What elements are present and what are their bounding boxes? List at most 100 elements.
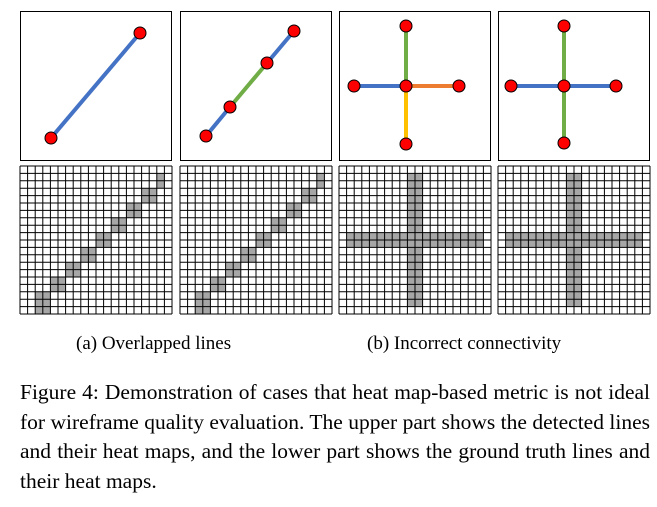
heatmap-cell bbox=[126, 203, 134, 211]
heatmap-cell bbox=[574, 254, 582, 263]
heatmap-cell bbox=[407, 210, 415, 218]
heatmap-cell bbox=[574, 269, 582, 277]
endpoint-marker bbox=[133, 26, 147, 40]
heatmap-cell bbox=[278, 225, 287, 233]
heatmap-cell bbox=[558, 240, 567, 248]
heatmap-cell bbox=[415, 188, 423, 196]
heatmap-cell bbox=[407, 269, 415, 277]
heatmap-cell bbox=[460, 240, 469, 248]
heatmap-cell bbox=[574, 203, 582, 211]
heatmap-cell bbox=[634, 240, 643, 248]
heatmap-cell bbox=[415, 240, 423, 248]
heatmap-cell bbox=[407, 203, 415, 211]
heatmap-cell bbox=[566, 217, 574, 226]
subcaption-b: (b) Incorrect connectivity bbox=[367, 333, 562, 354]
heatmap-cell bbox=[415, 173, 423, 181]
heatmap-cell bbox=[513, 240, 521, 248]
heatmap-cell bbox=[566, 173, 574, 181]
heatmap-cell bbox=[384, 232, 393, 240]
heatmap-cell bbox=[42, 299, 51, 307]
heatmap-cell bbox=[233, 269, 241, 277]
heatmap-cell bbox=[415, 262, 423, 270]
endpoint-marker bbox=[557, 79, 571, 93]
heatmap-cell bbox=[202, 291, 211, 300]
heatmap-cell bbox=[346, 240, 355, 248]
endpoint-marker bbox=[452, 79, 466, 93]
heatmap-cell bbox=[536, 232, 544, 240]
heatmap-cell bbox=[513, 232, 521, 240]
heatmap-cell bbox=[437, 232, 446, 240]
heatmap-cell bbox=[612, 232, 620, 240]
heatmap-cell bbox=[415, 247, 423, 255]
heatmap-cell bbox=[415, 254, 423, 263]
endpoint-marker bbox=[260, 56, 274, 70]
heatmap-cell bbox=[445, 240, 453, 248]
heatmap-cell bbox=[361, 232, 370, 240]
heatmap-cell bbox=[271, 225, 279, 233]
heatmap-cell bbox=[377, 232, 385, 240]
heatmap-cell bbox=[619, 240, 628, 248]
detected-line-green bbox=[228, 61, 269, 109]
heatmap-cell bbox=[574, 210, 582, 218]
heatmap-cell bbox=[415, 217, 423, 226]
heatmap-cell bbox=[407, 173, 415, 181]
heatmap-cell bbox=[134, 210, 142, 218]
heatmap-cell bbox=[88, 254, 96, 263]
endpoint-marker bbox=[557, 19, 571, 33]
heatmap-cell bbox=[202, 306, 211, 314]
heatmap-cell bbox=[111, 225, 119, 233]
heatmap-cell bbox=[581, 240, 590, 248]
heatmap-cell bbox=[407, 299, 415, 307]
heatmap-cell bbox=[574, 291, 582, 300]
subcaption-a: (a) Overlapped lines bbox=[76, 333, 232, 354]
heatmap-cell bbox=[65, 269, 74, 277]
heatmap-cell bbox=[103, 232, 112, 240]
heatmap-cell bbox=[574, 232, 582, 240]
heatmap-cell bbox=[50, 277, 58, 285]
heatmap-cell bbox=[566, 254, 574, 263]
heatmap-cell bbox=[536, 240, 544, 248]
heatmap-cell bbox=[574, 277, 582, 285]
heatmap-cell bbox=[65, 262, 74, 270]
heatmap-cell bbox=[96, 240, 104, 248]
heatmap-cell bbox=[58, 277, 66, 285]
caption-text: Demonstration of cases that heat map-bas… bbox=[20, 380, 650, 493]
heatmap-cell bbox=[210, 277, 218, 285]
heatmap-cell bbox=[574, 188, 582, 196]
figure-4 bbox=[19, 11, 651, 315]
heatmap-cell bbox=[574, 262, 582, 270]
figure-caption: Figure 4: Demonstration of cases that hea… bbox=[20, 378, 650, 496]
heatmap-cell bbox=[520, 240, 529, 248]
heatmap-cell bbox=[574, 240, 582, 248]
detected-line-blue bbox=[49, 31, 142, 140]
heatmap-cell bbox=[134, 203, 142, 211]
heatmap-cell bbox=[558, 232, 567, 240]
detected-panel-overlap-single bbox=[20, 11, 172, 161]
heatmap-cell bbox=[309, 195, 317, 203]
heatmap-cell bbox=[566, 188, 574, 196]
heatmap-cell bbox=[430, 232, 438, 240]
heatmap-cell bbox=[50, 284, 58, 292]
heatmap-cell bbox=[566, 232, 574, 240]
heatmap-cell bbox=[612, 240, 620, 248]
heatmap-cell bbox=[520, 232, 529, 240]
heatmap-cell bbox=[415, 195, 423, 203]
heatmap-cell bbox=[392, 240, 400, 248]
heatmap-cell bbox=[415, 203, 423, 211]
heatmap-cell bbox=[475, 232, 484, 240]
heatmap-cell bbox=[566, 284, 574, 292]
heatmap-cell bbox=[225, 269, 234, 277]
heatmap-cell bbox=[286, 210, 294, 218]
heatmap-cell bbox=[271, 217, 279, 226]
heatmap-cell bbox=[248, 254, 256, 263]
heatmap-cell bbox=[596, 232, 605, 240]
heatmap-cell bbox=[233, 262, 241, 270]
heatmap-cell bbox=[566, 247, 574, 255]
heatmap-cell bbox=[627, 240, 635, 248]
heatmap-cell bbox=[407, 277, 415, 285]
heatmap-cell bbox=[422, 232, 431, 240]
heatmap-cell bbox=[574, 299, 582, 307]
heatmap-cell bbox=[111, 217, 119, 226]
heatmap-cell bbox=[453, 232, 461, 240]
heatmap-cell bbox=[543, 240, 552, 248]
